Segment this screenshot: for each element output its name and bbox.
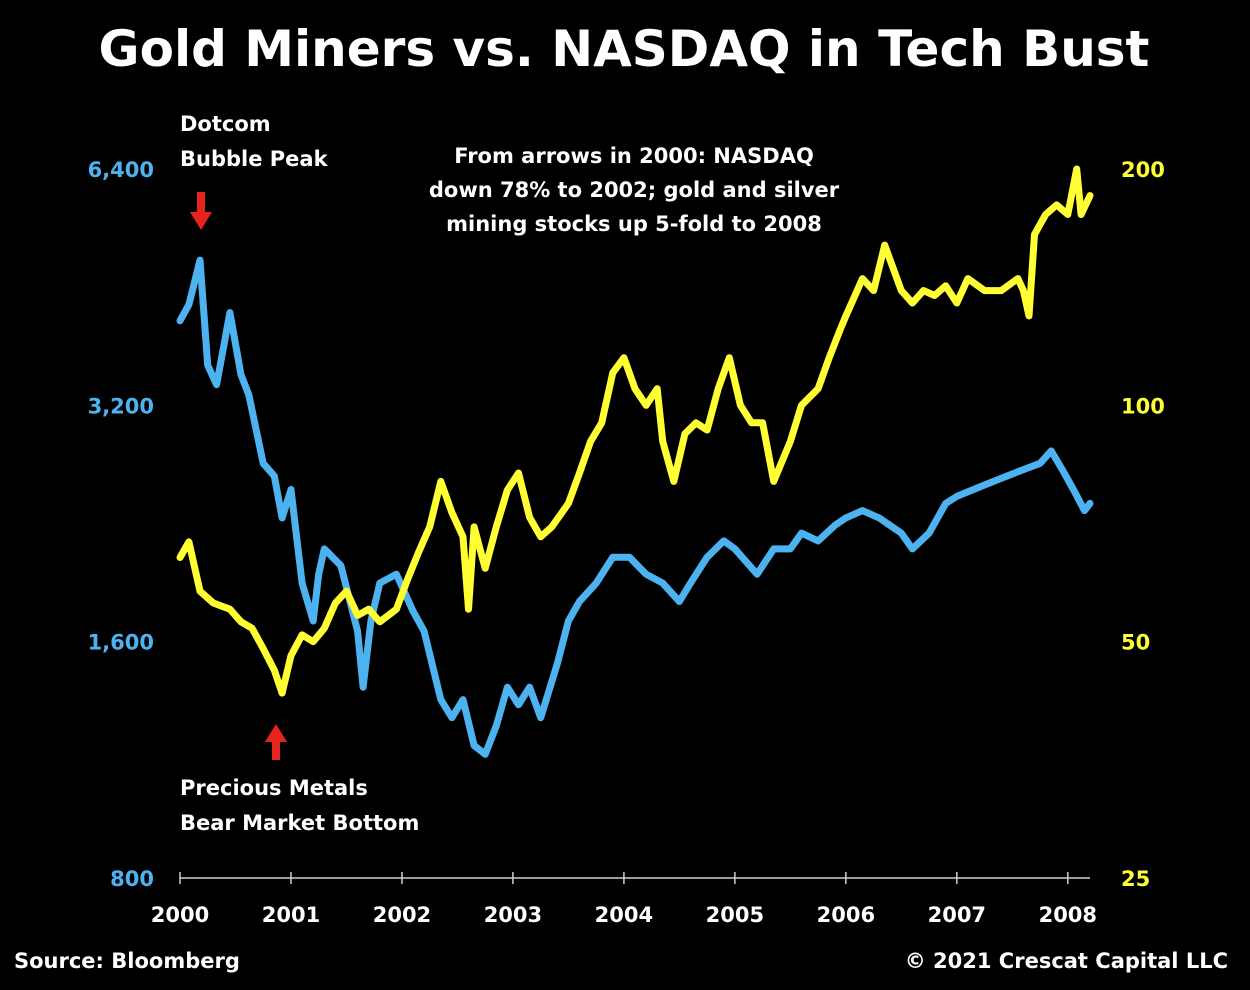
y-left-tick-label: 6,400 (88, 158, 154, 182)
x-tick-label: 2004 (595, 903, 653, 927)
copyright-text: © 2021 Crescat Capital LLC (905, 949, 1228, 973)
y-left-tick-label: 3,200 (88, 394, 154, 418)
bottom-arrow-icon (265, 724, 287, 760)
x-tick-label: 2006 (817, 903, 875, 927)
peak-annotation-line1: Dotcom (180, 112, 271, 136)
note-line1: From arrows in 2000: NASDAQ (454, 144, 814, 168)
y-right-tick-label: 100 (1121, 394, 1165, 418)
x-tick-label: 2001 (262, 903, 320, 927)
x-tick-label: 2003 (484, 903, 542, 927)
bottom-annotation-line1: Precious Metals (180, 776, 368, 800)
gold-silver-series-line (176, 165, 1094, 697)
y-left-tick-label: 800 (110, 867, 154, 891)
note-line2: down 78% to 2002; gold and silver (429, 178, 840, 202)
x-tick-label: 2005 (706, 903, 764, 927)
source-text: Source: Bloomberg (14, 949, 240, 973)
y-right-axis-label: PHLX Gold/Silver Index (1202, 370, 1227, 655)
y-right-tick-label: 50 (1121, 631, 1150, 655)
y-left-tick-label: 1,600 (88, 631, 154, 655)
peak-arrow-icon (190, 192, 212, 230)
x-tick-label: 2002 (373, 903, 431, 927)
peak-annotation-line2: Bubble Peak (180, 147, 329, 171)
x-tick-label: 2008 (1039, 903, 1097, 927)
axes: 2000 2001 2002 2003 2004 2005 2006 2007 2008 800 1… (88, 158, 1165, 927)
x-tick-label: 2007 (928, 903, 986, 927)
chart-title: Gold Miners vs. NASDAQ in Tech Bust (99, 20, 1150, 78)
y-right-tick-label: 25 (1121, 867, 1150, 891)
bottom-annotation-line2: Bear Market Bottom (180, 811, 419, 835)
y-left-axis-label: NASDAQ Composite (23, 411, 48, 655)
series-lines (176, 165, 1094, 758)
nasdaq-series-line (176, 256, 1094, 758)
x-tick-label: 2000 (151, 903, 209, 927)
note-line3: mining stocks up 5-fold to 2008 (446, 212, 822, 236)
y-right-tick-label: 200 (1121, 158, 1165, 182)
